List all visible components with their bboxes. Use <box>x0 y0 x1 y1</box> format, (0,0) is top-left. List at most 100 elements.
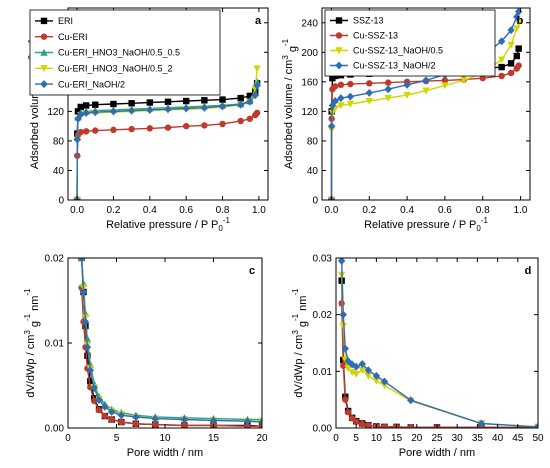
data-point <box>507 69 515 77</box>
series-line-1 <box>80 287 262 427</box>
legend-label: Cu-SSZ-13 <box>353 31 398 41</box>
data-point <box>344 408 352 416</box>
data-point <box>353 418 360 425</box>
data-point <box>77 128 84 136</box>
panel-b: 0.0 0.2 0.4 0.6 0.8 1.0 0 40 80 120 160 200 240 b Rela… <box>281 7 531 233</box>
data-point <box>132 420 140 427</box>
data-point <box>342 396 349 403</box>
y-axis-title-part: nm <box>297 296 309 314</box>
y-axis-title-part: -1 <box>291 288 300 296</box>
y-tick-label: 0.00 <box>45 424 65 435</box>
y-axis-title-part: g <box>29 321 41 330</box>
data-point <box>110 100 117 108</box>
legend-label: ERI <box>58 16 73 26</box>
data-point <box>146 125 154 132</box>
data-point <box>422 87 430 95</box>
data-point <box>352 362 360 371</box>
data-point <box>507 26 515 35</box>
x-tick-label: 20 <box>411 433 423 444</box>
data-point <box>77 110 85 119</box>
x-tick-label: 0.4 <box>143 205 157 216</box>
y-tick-label: 0 <box>312 196 318 207</box>
data-point <box>201 122 208 129</box>
data-point <box>219 120 226 128</box>
series-group <box>337 258 538 428</box>
data-point <box>132 412 140 421</box>
data-point <box>479 74 486 82</box>
x-axis-title: Pore width / nm <box>127 447 203 459</box>
data-point <box>341 344 349 353</box>
y-axis-title-part: 3 <box>23 330 32 335</box>
data-point <box>460 77 468 85</box>
y-axis-title: dV/dWp / cm3 g-1 nm-1 <box>291 288 309 398</box>
data-point <box>128 125 135 133</box>
y-tick-label: 40 <box>53 166 65 177</box>
x-tick-label: 0.2 <box>362 205 376 216</box>
x-tick-label: 10 <box>371 433 383 444</box>
data-point <box>338 300 345 307</box>
x-tick-label: 0.0 <box>325 205 339 216</box>
legend-label: Cu-ERI <box>58 32 88 42</box>
data-point <box>515 45 522 52</box>
data-point <box>359 420 366 428</box>
x-tick-label: 15 <box>208 433 220 444</box>
data-point <box>200 103 209 112</box>
y-axis-title: dV/dWp / cm3 g-1 nm-1 <box>23 288 41 398</box>
data-point <box>380 382 389 390</box>
panel-a: 0.00.20.40.60.81.004080120160200240aRela… <box>27 7 269 233</box>
data-point <box>86 366 95 375</box>
y-axis-title-part: -1 <box>23 288 32 296</box>
y-tick-label: 80 <box>307 136 319 147</box>
x-tick-label: 50 <box>532 433 544 444</box>
data-point <box>507 60 515 67</box>
data-point <box>146 105 154 114</box>
data-point <box>246 115 254 122</box>
data-point <box>237 100 245 109</box>
series-line-0 <box>80 258 262 427</box>
data-point <box>77 103 84 111</box>
y-axis-title-part: 3 <box>281 55 290 60</box>
data-point <box>244 423 251 428</box>
panel-letter: d <box>525 265 532 277</box>
legend-label: Cu-ERI_HNO3_NaOH/0.5_0.5 <box>58 48 180 58</box>
data-point <box>513 25 521 33</box>
data-point <box>365 88 373 97</box>
x-tick-label: 0.8 <box>216 205 230 216</box>
data-point <box>498 72 505 80</box>
data-point <box>164 105 172 114</box>
y-axis-title-part: dV/dWp / cm <box>293 335 305 398</box>
data-point <box>513 52 520 60</box>
data-point <box>218 102 227 111</box>
data-point <box>352 370 360 378</box>
data-point <box>151 414 159 423</box>
y-tick-label: 80 <box>53 136 65 147</box>
y-tick-label: 0.02 <box>45 254 65 265</box>
data-point <box>92 127 99 134</box>
x-tick-label: 45 <box>512 433 524 444</box>
x-axis-title-sub: 0 <box>218 224 223 233</box>
data-point <box>246 97 254 106</box>
data-point <box>164 98 172 105</box>
data-point <box>107 407 116 416</box>
panel-d: 0 5 10 15 20 25 30 35 40 45 50 0.00 0.01 0.02 0.03 d Por… <box>291 254 544 460</box>
data-point <box>146 99 154 106</box>
series-line-0 <box>341 280 538 428</box>
y-tick-label: 240 <box>301 18 318 29</box>
data-point <box>407 396 415 405</box>
data-point <box>209 416 218 425</box>
data-point <box>180 415 189 424</box>
data-point <box>364 366 373 375</box>
panel-c: 0 5 10 15 20 0.00 0.01 0.02 c Pore width / nm dV/d… <box>23 254 268 460</box>
y-tick-label: 40 <box>307 166 319 177</box>
data-point <box>365 421 372 428</box>
legend-marker <box>335 47 343 55</box>
data-point <box>108 416 115 423</box>
x-axis-title: Relative pressure / P P0-1 <box>106 216 230 233</box>
y-axis-title-part: dV/dWp / cm <box>25 335 37 398</box>
legend-label: Cu-SSZ-13_NaOH/2 <box>353 61 436 71</box>
x-tick-label: 5 <box>114 433 120 444</box>
y-axis-title: Adsorbed volume / cm3 g-1 <box>281 38 299 169</box>
data-point <box>372 377 381 385</box>
data-point <box>219 96 226 103</box>
